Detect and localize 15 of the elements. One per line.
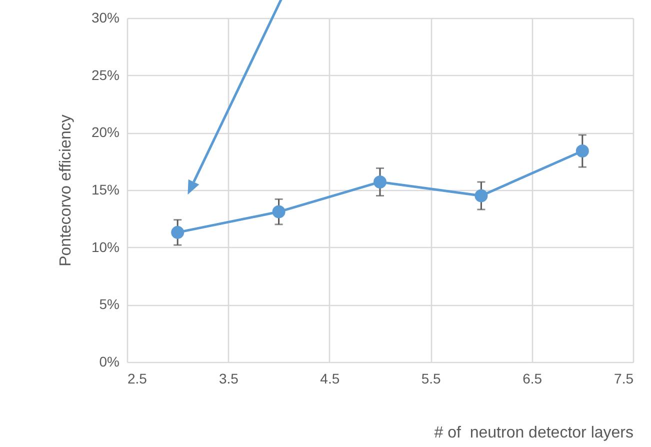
x-tick-label: 6.5 (522, 370, 542, 386)
y-tick-label: 25% (91, 66, 120, 83)
y-tick-label: 30% (91, 10, 120, 26)
x-tick-label: 5.5 (421, 370, 442, 386)
y-tick-label: 5% (99, 296, 120, 312)
y-tick-label: 0% (99, 354, 120, 370)
y-tick-label: 10% (91, 238, 120, 255)
x-tick-label: 3.5 (218, 370, 239, 386)
y-axis-title: Pontecorvo efficiency (57, 114, 74, 266)
y-tick-label: 15% (91, 182, 120, 198)
x-tick-label: 2.5 (128, 370, 148, 386)
x-tick-label: 7.5 (614, 370, 634, 386)
x-tick-label: 4.5 (320, 370, 340, 386)
y-tick-label: 20% (91, 124, 120, 140)
x-axis-title: # of neutron detector layers (434, 424, 634, 442)
